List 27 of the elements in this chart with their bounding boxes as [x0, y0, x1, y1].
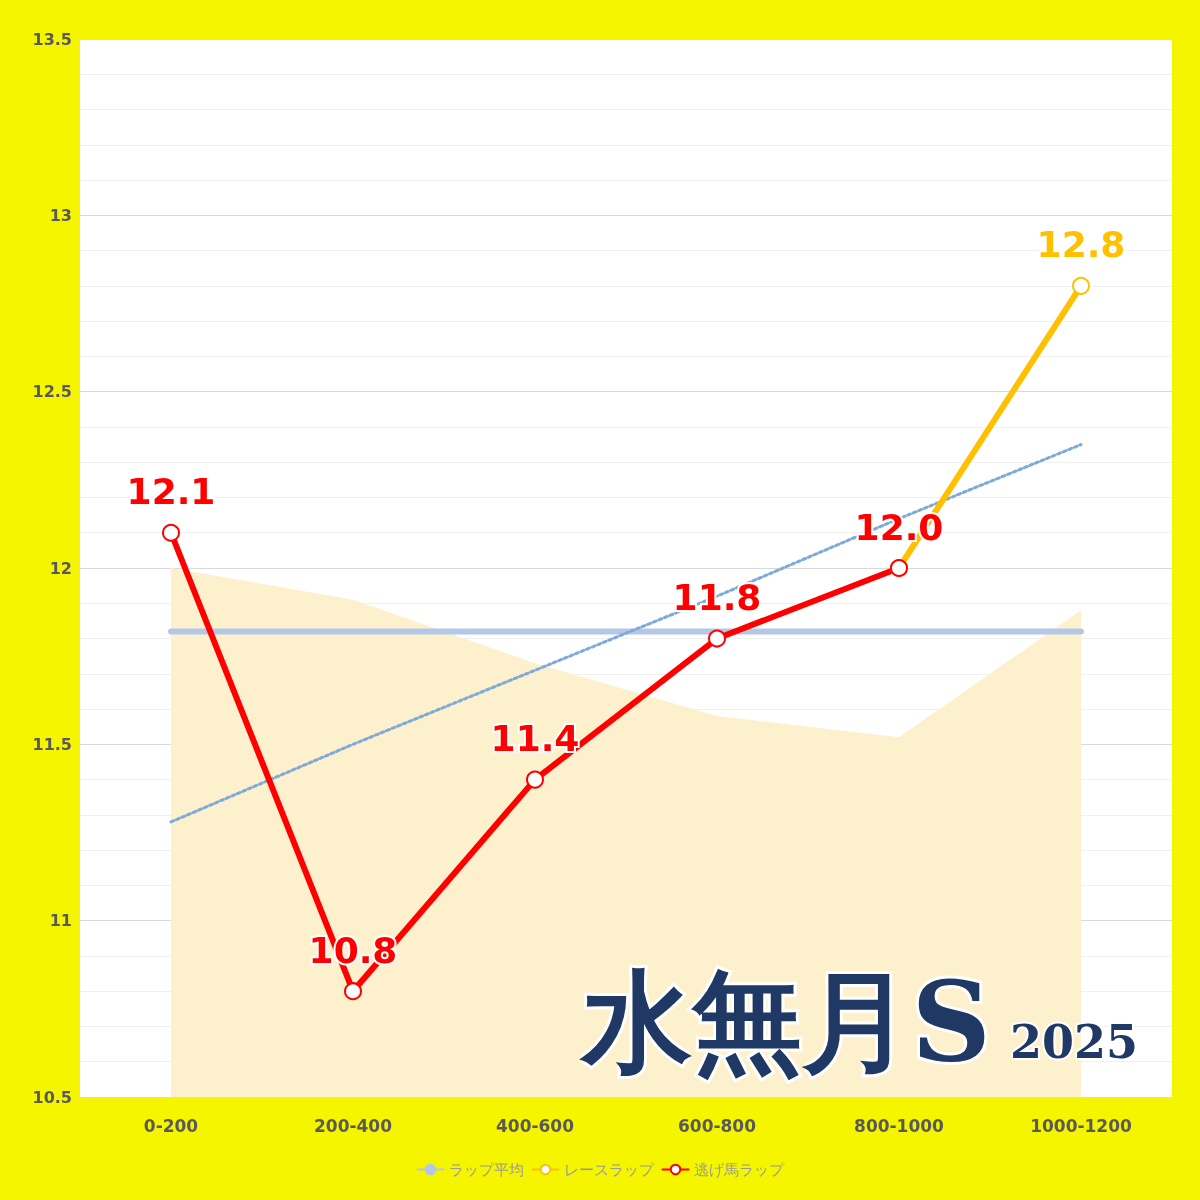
x-tick-label: 200-400	[313, 1115, 393, 1136]
x-tick-label: 600-800	[677, 1115, 757, 1136]
y-tick-label: 12	[49, 558, 72, 578]
x-tick-label: 0-200	[143, 1115, 199, 1136]
text: 2025	[1009, 1015, 1138, 1069]
legend-label: ラップ平均	[448, 1160, 524, 1179]
point	[162, 523, 180, 542]
x-tick-label: 800-1000	[854, 1115, 945, 1136]
data-label: 11.8	[672, 577, 762, 619]
point	[526, 770, 544, 789]
point	[1072, 276, 1090, 295]
x-tick-label: 1000-1200	[1030, 1115, 1133, 1136]
y-tick-label: 11.5	[32, 734, 72, 754]
legend-label: 逃げ馬ラップ	[693, 1160, 785, 1179]
point	[344, 982, 362, 1001]
point	[708, 629, 726, 648]
legend-label: レースラップ	[563, 1160, 655, 1179]
y-tick-label: 11	[49, 911, 72, 931]
y-tick-label: 13	[49, 205, 72, 225]
text: 水無月S	[578, 956, 992, 1086]
y-tick-label: 12.5	[32, 382, 72, 402]
data-label: 12.1	[126, 471, 216, 513]
data-label: 11.4	[490, 718, 580, 760]
y-tick-label: 13.5	[32, 29, 72, 49]
x-tick-label: 400-600	[495, 1115, 575, 1136]
y-tick-label: 10.5	[32, 1087, 72, 1107]
data-label: 12.8	[1036, 224, 1126, 266]
